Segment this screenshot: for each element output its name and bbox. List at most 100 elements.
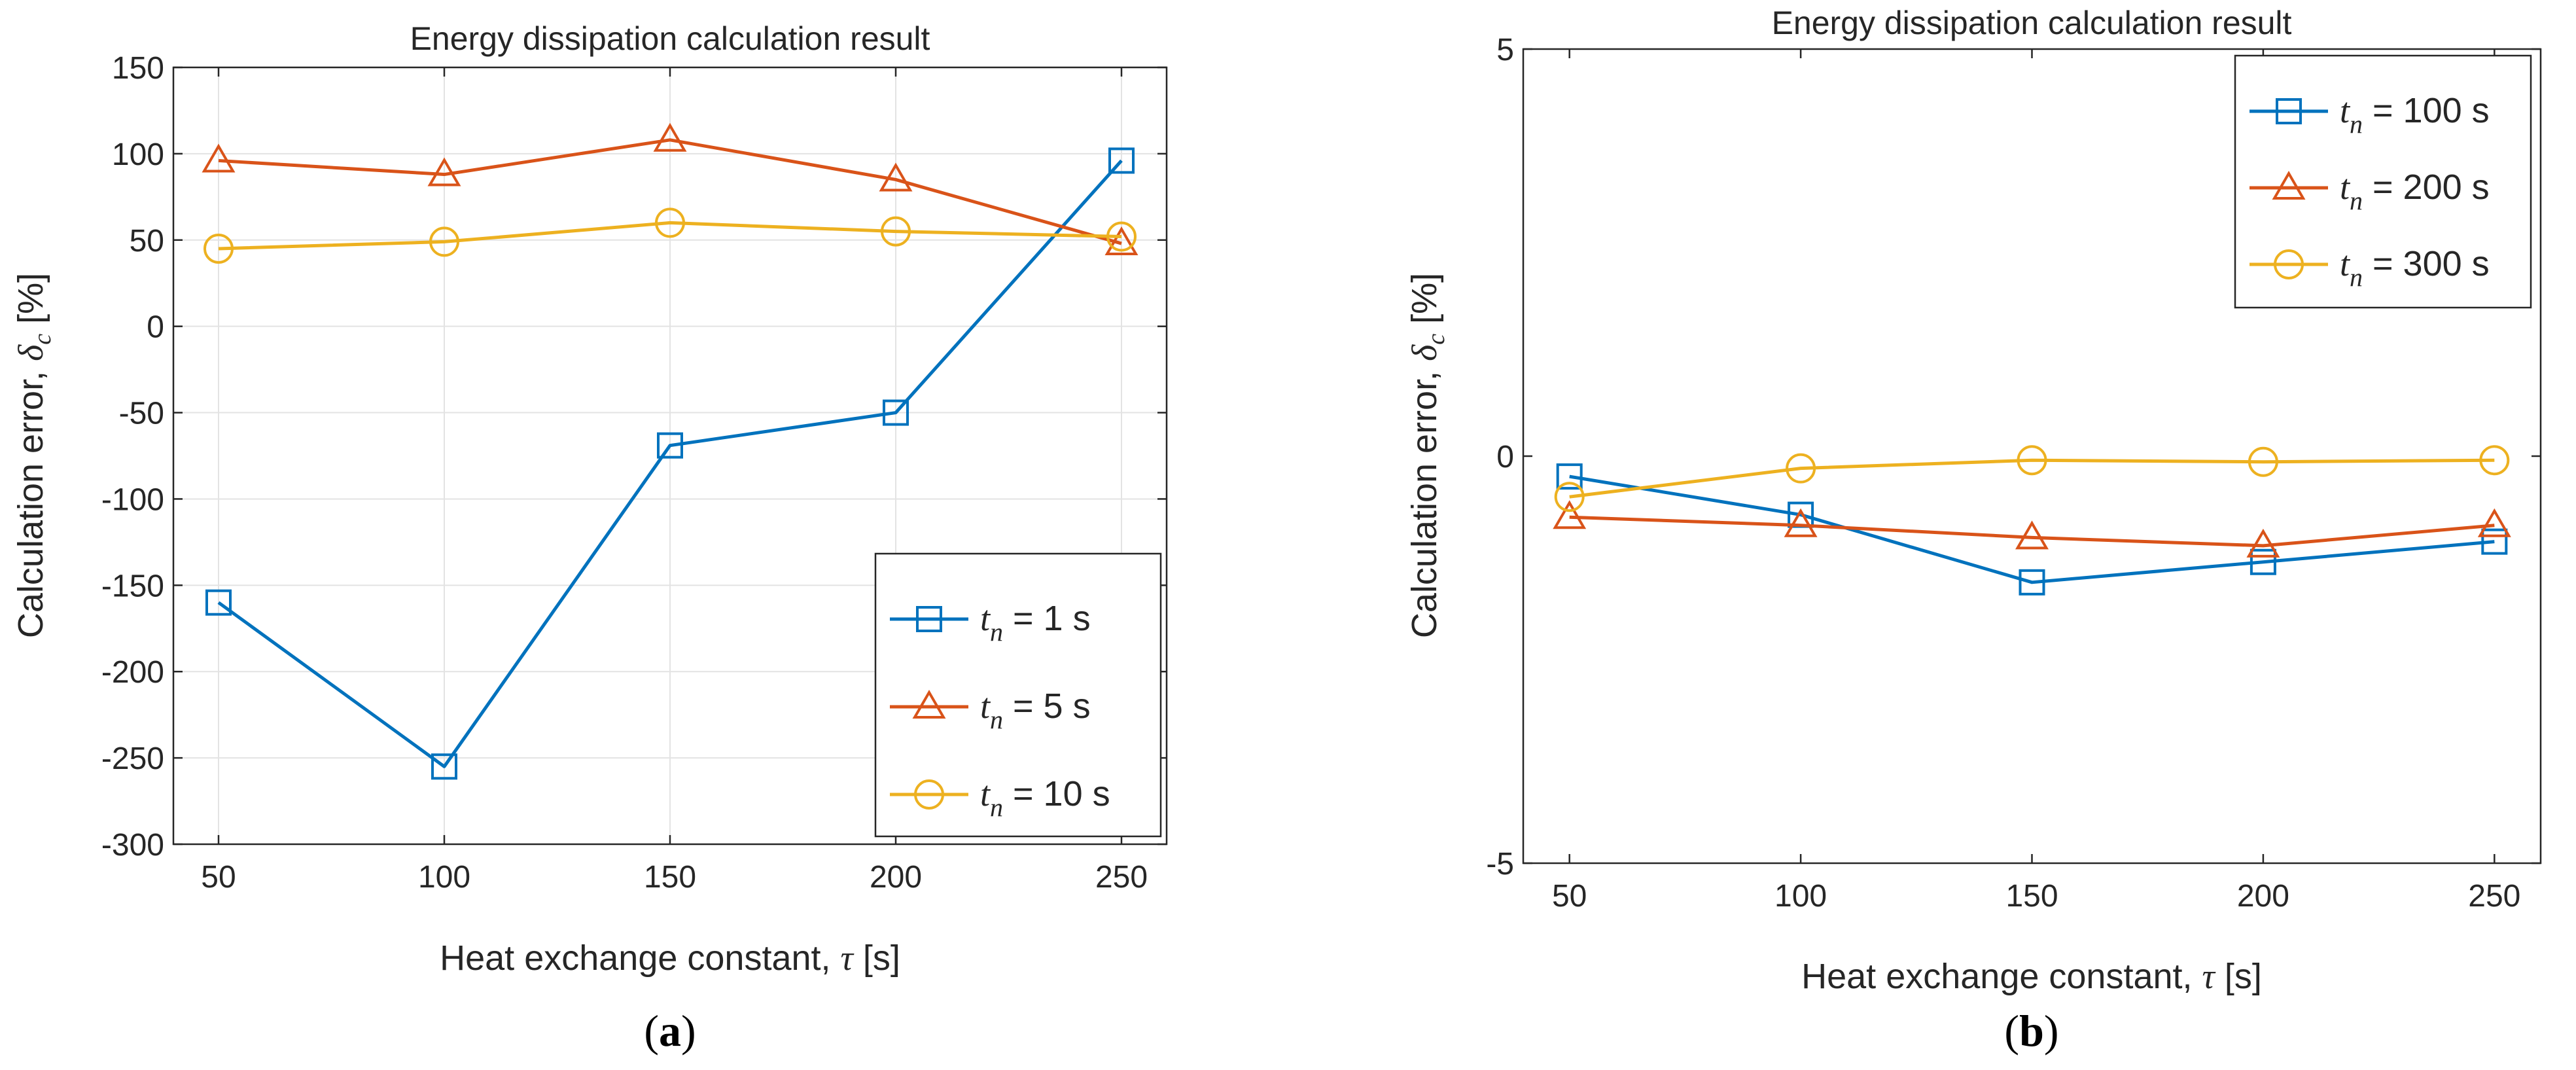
y-tick-label: 0	[147, 310, 164, 345]
series-2	[1553, 500, 2511, 558]
data-point	[2250, 548, 2276, 575]
data-point	[2248, 446, 2278, 477]
panel-caption: (b)	[2004, 1006, 2058, 1056]
data-point	[1786, 453, 1816, 484]
x-axis-label: Heat exchange constant, τ [s]	[440, 938, 900, 978]
legend-label-variable: t	[980, 774, 991, 813]
series-layer	[202, 122, 1138, 780]
legend-entry: tn = 1 s	[890, 599, 1091, 647]
legend-entry: tn = 10 s	[890, 774, 1110, 822]
series-line	[218, 221, 1122, 251]
legend-label-subscript: n	[990, 705, 1003, 734]
x-tick-label: 50	[201, 860, 236, 895]
legend-label-subscript: n	[2350, 109, 2363, 139]
data-point	[2019, 569, 2045, 596]
series-line	[217, 159, 1123, 768]
x-axis-label-unit: [s]	[853, 938, 900, 978]
legend-label-subscript: n	[2350, 262, 2363, 292]
legend-label: tn = 300 s	[2340, 244, 2490, 292]
y-tick-label: 50	[130, 224, 164, 259]
series-line	[218, 138, 1122, 245]
data-point	[2015, 520, 2049, 550]
data-point	[1108, 147, 1135, 174]
legend-entry: tn = 100 s	[2250, 91, 2490, 139]
series-1	[205, 147, 1135, 780]
series-3	[1554, 445, 2510, 512]
legend-label-text: = 5 s	[1003, 687, 1091, 726]
data-point	[1106, 221, 1137, 252]
data-point	[879, 162, 913, 192]
panel-caption: (a)	[644, 1006, 696, 1056]
x-axis-label-text: Heat exchange constant,	[1801, 957, 2202, 996]
y-axis-label-subscript: c	[1422, 334, 1450, 345]
data-point	[429, 226, 459, 257]
y-tick-label: -250	[101, 741, 164, 776]
x-axis-label-symbol: τ	[2202, 957, 2216, 996]
y-tick-label: -5	[1486, 847, 1514, 882]
series-1	[1556, 463, 2508, 596]
data-point	[883, 399, 909, 426]
legend-label-subscript: n	[2350, 186, 2363, 215]
data-point	[881, 216, 911, 247]
x-tick-label: 200	[2237, 879, 2289, 914]
data-point	[431, 753, 457, 780]
legend-label-variable: t	[2340, 91, 2351, 130]
legend-label-variable: t	[2340, 244, 2351, 283]
x-tick-label: 150	[644, 860, 696, 895]
y-axis-label-unit: [%]	[1405, 273, 1444, 334]
x-axis-label-unit: [s]	[2215, 957, 2262, 996]
x-axis-label-symbol: τ	[841, 938, 855, 978]
legend-label-text: = 200 s	[2363, 168, 2490, 207]
chart-panel-a: 50 100 150 200 250 -300 -250 -200 -150 -100 -50 0 50…	[11, 20, 1168, 1056]
series-layer	[1553, 445, 2511, 596]
legend-label: tn = 100 s	[2340, 91, 2490, 139]
legend-marker	[2274, 249, 2304, 279]
legend-label: tn = 5 s	[980, 687, 1091, 734]
legend: tn = 1 stn = 5 stn = 10 s	[874, 552, 1162, 838]
y-axis-label-text: Calculation error,	[11, 361, 50, 638]
legend-label-variable: t	[980, 599, 991, 638]
legend-box	[874, 552, 1162, 838]
data-point	[1556, 463, 1583, 490]
data-point	[653, 122, 687, 152]
y-axis-label: Calculation error, δc [%]	[1405, 273, 1450, 638]
legend: tn = 100 stn = 200 stn = 300 s	[2234, 54, 2532, 309]
y-tick-label: -300	[101, 828, 164, 863]
panel-caption-close: )	[2044, 1006, 2059, 1056]
data-point	[1553, 500, 1587, 529]
legend-label-subscript: n	[990, 793, 1003, 822]
y-axis-label-symbol: δ	[1405, 344, 1444, 361]
legend-marker	[912, 690, 946, 719]
panel-caption-open: (	[644, 1006, 659, 1056]
data-point	[2246, 528, 2280, 558]
data-point	[205, 589, 232, 616]
axis-ticks: 50 100 150 200 250 -300 -250 -200 -150 -100 -50 0 50…	[101, 51, 1167, 895]
legend-label-variable: t	[2340, 168, 2351, 207]
legend-marker	[2272, 171, 2306, 200]
series-2	[202, 122, 1138, 256]
legend-label: tn = 200 s	[2340, 168, 2490, 215]
x-tick-label: 100	[1774, 879, 1827, 914]
legend-entry: tn = 300 s	[2250, 244, 2490, 292]
chart-panel-b: 50 100 150 200 250 -5 0 5 Energy dissipation ca…	[1405, 5, 2542, 1056]
panel-caption-letter: a	[659, 1006, 681, 1056]
data-point	[2481, 528, 2508, 555]
x-axis-label: Heat exchange constant, τ [s]	[1801, 957, 2262, 996]
panel-caption-close: )	[681, 1006, 696, 1056]
y-axis-label-symbol: δ	[11, 344, 50, 361]
x-tick-label: 50	[1552, 879, 1587, 914]
x-tick-label: 250	[1095, 860, 1148, 895]
data-point	[2479, 445, 2510, 476]
data-point	[202, 143, 236, 173]
legend-entry: tn = 5 s	[890, 687, 1091, 734]
legend-label-text: = 100 s	[2363, 91, 2490, 130]
y-tick-label: 150	[112, 51, 164, 86]
legend-label-subscript: n	[990, 617, 1003, 647]
series-line	[1569, 474, 2495, 584]
chart-title: Energy dissipation calculation result	[1772, 5, 2292, 41]
data-point	[2477, 508, 2511, 537]
x-axis-label-text: Heat exchange constant,	[440, 938, 840, 978]
y-tick-label: -100	[101, 482, 164, 517]
legend-marker	[916, 606, 942, 632]
y-tick-label: 0	[1496, 440, 1514, 474]
